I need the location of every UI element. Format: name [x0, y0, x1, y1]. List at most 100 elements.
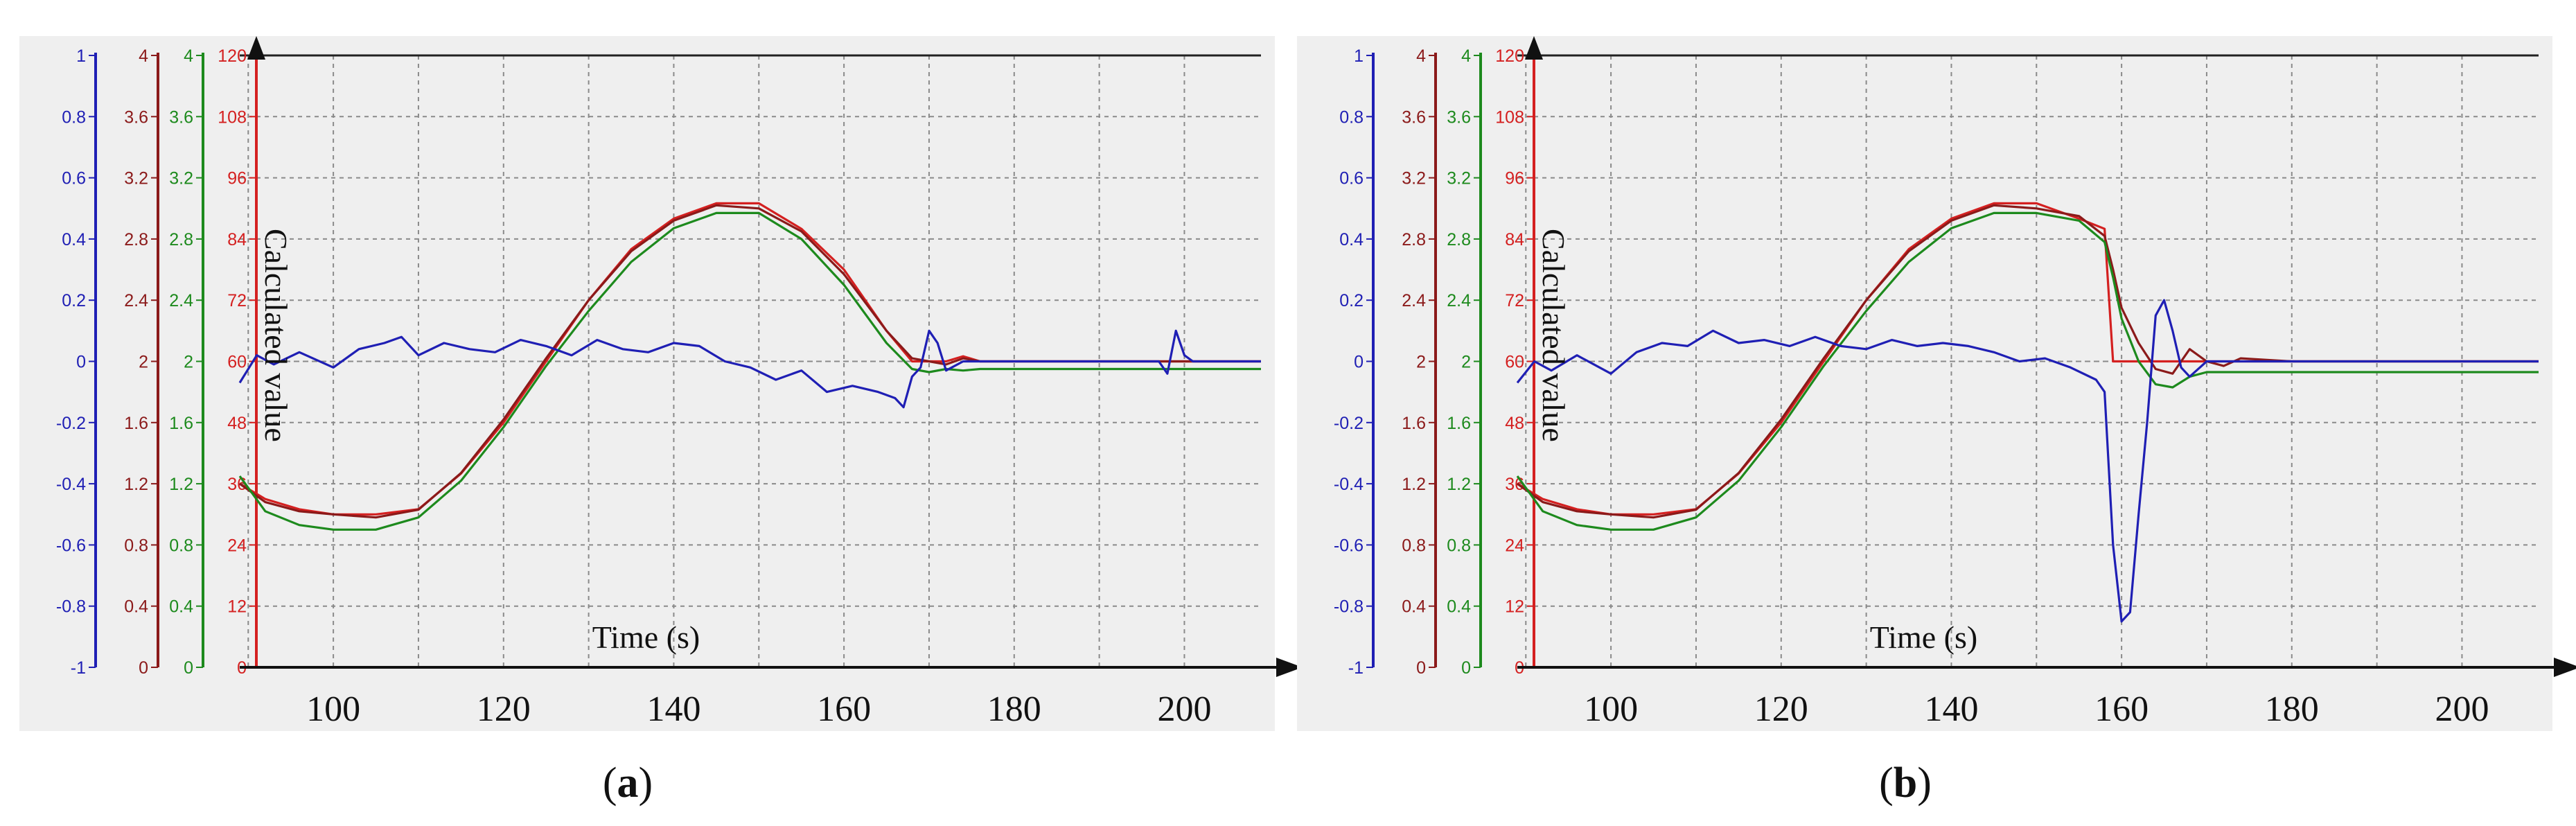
y-tick-label: 60 — [1505, 353, 1524, 372]
y-tick-label: 0.4 — [1339, 230, 1364, 249]
y-tick-label: 1.2 — [1447, 475, 1471, 494]
panel-label: (a) — [603, 759, 653, 807]
y-tick-label: 2 — [184, 353, 193, 372]
y-tick-label: 1.6 — [1447, 414, 1471, 433]
series-line-2 — [238, 211, 1261, 531]
x-tick-label: 180 — [2265, 689, 2319, 729]
y-tick-label: 3.2 — [124, 169, 148, 188]
y-tick-label: 0.6 — [62, 169, 86, 188]
y-tick-label: 108 — [218, 107, 247, 127]
y-tick-label: 108 — [1495, 107, 1524, 127]
y-tick-label: 2.8 — [169, 230, 193, 249]
y-tick-label: 3.6 — [169, 107, 193, 127]
y-tick-label: 1.6 — [124, 414, 148, 433]
y-tick-label: 1.2 — [1402, 475, 1426, 494]
y-axis-0: -1 -0.8 -0.6 -0.4 -0.2 0 0.2 0.4 0.6 0.8 1 — [56, 46, 97, 678]
y-tick-label: 96 — [1505, 169, 1524, 188]
x-tick-label: 160 — [817, 689, 871, 729]
y-tick-label: 72 — [227, 291, 247, 310]
y-tick-label: 0.4 — [169, 597, 193, 617]
y-tick-label: 2 — [1416, 353, 1426, 372]
x-tick-label: 140 — [1924, 689, 1978, 729]
y-tick-label: 0.8 — [169, 536, 193, 555]
y-tick-label: 4 — [184, 46, 193, 66]
y-axis-label: Calculated value — [258, 229, 294, 442]
y-tick-label: 48 — [1505, 414, 1524, 433]
series-line-3 — [238, 329, 1261, 409]
y-tick-label: 2.8 — [1447, 230, 1471, 249]
y-tick-label: 0.8 — [124, 536, 148, 555]
y-tick-label: -1 — [1348, 658, 1364, 678]
y-tick-label: 3.6 — [124, 107, 148, 127]
y-tick-label: 0 — [1354, 353, 1364, 372]
y-tick-label: 36 — [1505, 475, 1524, 494]
panel-label-open: ( — [603, 759, 617, 807]
y-tick-label: 2 — [139, 353, 148, 372]
y-tick-label: -1 — [71, 658, 86, 678]
series-line-1 — [1517, 204, 2539, 519]
y-tick-label: 0.8 — [62, 107, 86, 127]
y-tick-label: 4 — [139, 46, 148, 66]
x-tick-label: 200 — [2435, 689, 2489, 729]
x-tick-label: 100 — [306, 689, 360, 729]
x-axis-arrow — [2554, 658, 2576, 677]
y-tick-label: -0.4 — [1334, 475, 1364, 494]
panel-label-letter: a — [617, 759, 639, 807]
y-tick-label: 24 — [227, 536, 247, 555]
y-tick-label: 1.6 — [169, 414, 193, 433]
y-tick-label: 4 — [1416, 46, 1426, 66]
y-tick-label: -0.8 — [56, 597, 86, 617]
y-tick-label: 0.4 — [1402, 597, 1426, 617]
y-axis-0: -1 -0.8 -0.6 -0.4 -0.2 0 0.2 0.4 0.6 0.8 1 — [1334, 46, 1375, 678]
plot-background — [1297, 36, 2552, 731]
y-tick-label: 84 — [227, 230, 247, 249]
y-tick-label: 0 — [76, 353, 86, 372]
y-tick-label: 3.2 — [1447, 169, 1471, 188]
y-tick-label: -0.2 — [1334, 414, 1364, 433]
y-axis-2: 0 0.4 0.8 1.2 1.6 2 2.4 2.8 3.2 3.6 4 — [169, 46, 204, 678]
y-axis-1: 0 0.4 0.8 1.2 1.6 2 2.4 2.8 3.2 3.6 4 — [124, 46, 159, 678]
y-tick-label: 0 — [1461, 658, 1471, 678]
x-tick-label: 120 — [1754, 689, 1808, 729]
y-tick-label: 3.6 — [1402, 107, 1426, 127]
y-tick-label: 24 — [1505, 536, 1524, 555]
plot-background — [19, 36, 1275, 731]
y-tick-label: 2.8 — [124, 230, 148, 249]
y-tick-label: 0 — [1416, 658, 1426, 678]
y-axis-arrow — [1525, 36, 1543, 60]
y-axis-1: 0 0.4 0.8 1.2 1.6 2 2.4 2.8 3.2 3.6 4 — [1402, 46, 1437, 678]
y-tick-label: -0.6 — [1334, 536, 1364, 555]
panel-label-close: ) — [1917, 759, 1932, 807]
y-tick-label: 3.2 — [1402, 169, 1426, 188]
y-tick-label: 72 — [1505, 291, 1524, 310]
y-axis-label: Calculated value — [1536, 229, 1571, 442]
y-axis-3: 01224364860728496108120 — [218, 46, 258, 678]
y-tick-label: 4 — [1461, 46, 1471, 66]
y-tick-label: 0 — [139, 658, 148, 678]
y-axis-2: 0 0.4 0.8 1.2 1.6 2 2.4 2.8 3.2 3.6 4 — [1447, 46, 1482, 678]
y-tick-label: 120 — [218, 46, 247, 66]
y-tick-label: 0.8 — [1402, 536, 1426, 555]
y-axis-3: 01224364860728496108120 — [1495, 46, 1535, 678]
y-tick-label: 1.6 — [1402, 414, 1426, 433]
y-tick-label: 0 — [184, 658, 193, 678]
y-tick-label: 0.2 — [1339, 291, 1364, 310]
x-tick-label: 200 — [1157, 689, 1211, 729]
x-tick-label: 100 — [1584, 689, 1638, 729]
y-tick-label: 1.2 — [124, 475, 148, 494]
series-line-2 — [1516, 211, 2539, 531]
y-tick-label: 2.4 — [1402, 291, 1426, 310]
y-tick-label: 0.8 — [1447, 536, 1471, 555]
y-tick-label: 2.8 — [1402, 230, 1426, 249]
y-tick-label: 12 — [1505, 597, 1524, 617]
x-tick-label: 140 — [646, 689, 700, 729]
y-tick-label: 2.4 — [1447, 291, 1471, 310]
y-tick-label: 60 — [227, 353, 247, 372]
y-tick-label: 3.2 — [169, 169, 193, 188]
y-tick-label: 84 — [1505, 230, 1524, 249]
y-tick-label: 48 — [227, 414, 247, 433]
y-tick-label: 2.4 — [124, 291, 148, 310]
y-tick-label: 0.6 — [1339, 169, 1364, 188]
y-tick-label: 1 — [76, 46, 86, 66]
